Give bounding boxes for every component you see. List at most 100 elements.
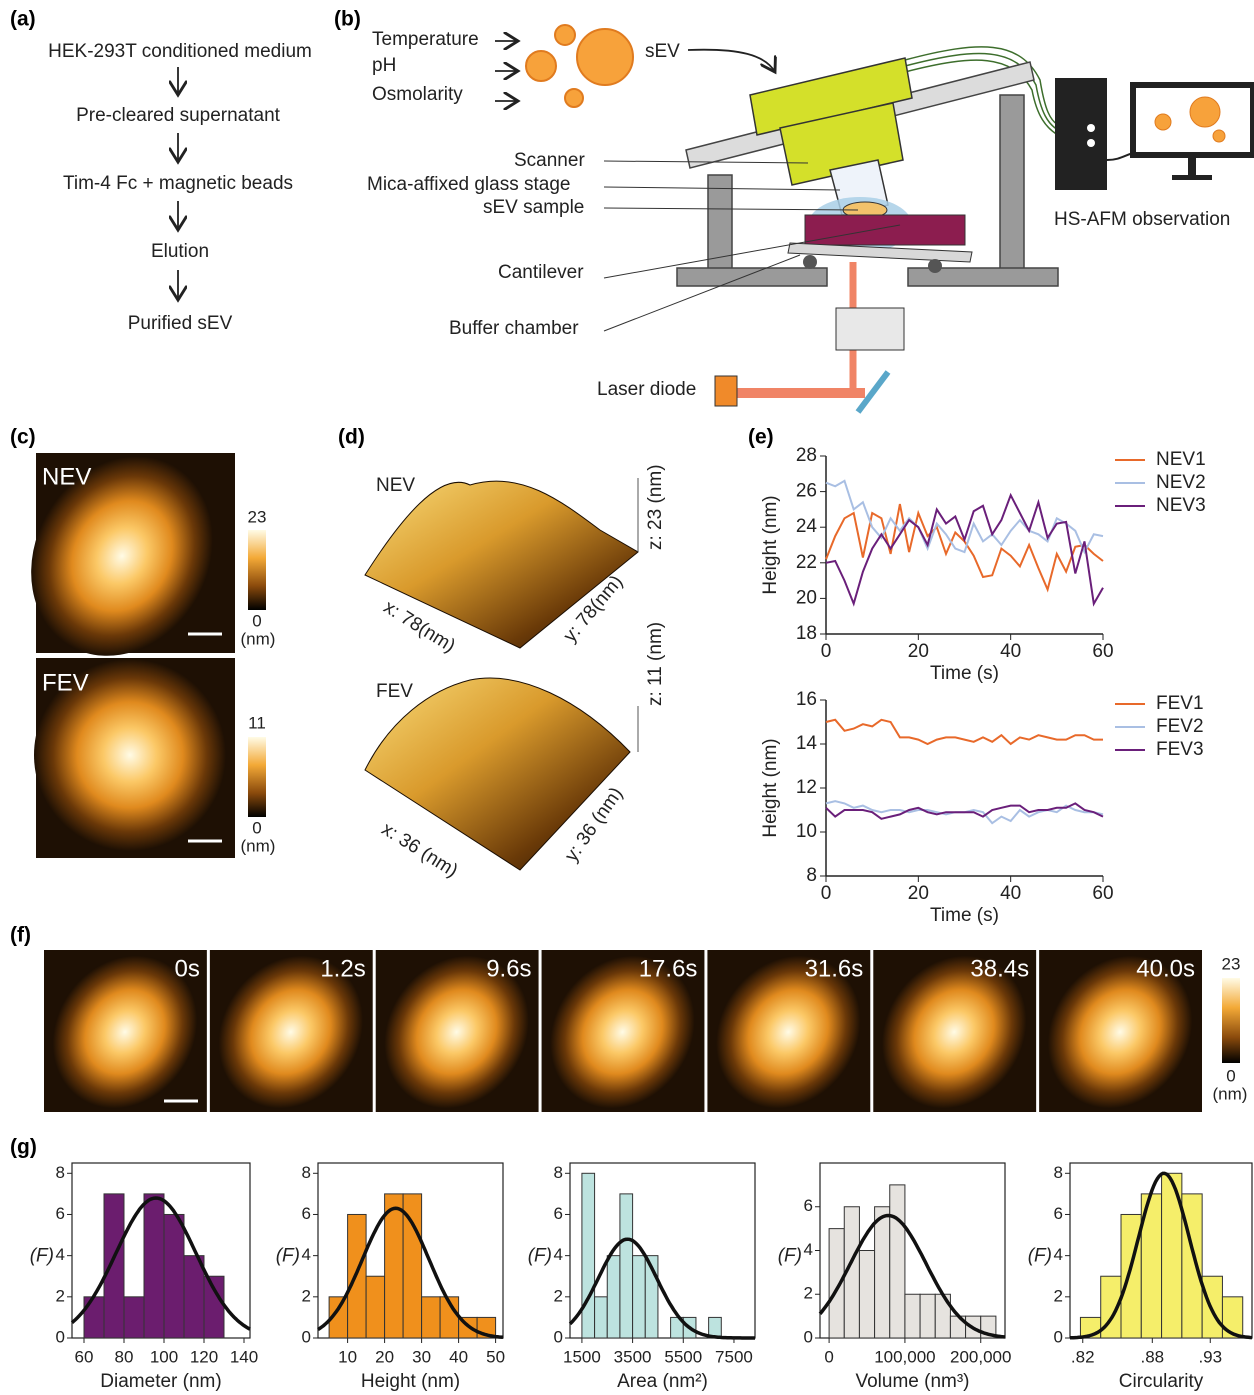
x-tick-label: .88 xyxy=(1140,1347,1164,1366)
frame-time: 40.0s xyxy=(1136,955,1195,982)
y-tick-label: 24 xyxy=(796,516,818,537)
y-tick-label: 6 xyxy=(554,1204,563,1223)
bar xyxy=(875,1207,890,1338)
panel-b: (b) Temperature pH Osmolarity sEV Scanne… xyxy=(334,8,1253,412)
vesicle-label: sEV xyxy=(645,41,680,62)
y-tick-label: 8 xyxy=(1054,1163,1063,1182)
y-tick-label: 2 xyxy=(554,1286,563,1305)
part-label: sEV sample xyxy=(483,197,584,218)
legend-label: FEV2 xyxy=(1156,716,1204,737)
x-tick-label: 60 xyxy=(1092,883,1113,904)
laser-label: Laser diode xyxy=(597,379,696,400)
colorbar-min: 0 xyxy=(252,818,261,837)
legend-label: FEV3 xyxy=(1156,739,1204,760)
panel-label: (e) xyxy=(748,426,774,449)
bar xyxy=(859,1251,874,1339)
laser-diode xyxy=(715,376,737,406)
frame-time: 0s xyxy=(174,955,199,982)
step: HEK-293T conditioned medium xyxy=(48,41,312,62)
bar xyxy=(84,1297,104,1338)
frame-time: 38.4s xyxy=(970,955,1029,982)
y-tick-label: 0 xyxy=(804,1327,813,1346)
x-tick-label: 40 xyxy=(1000,883,1021,904)
panel-d: (d) NEV x: 78(nm) y: 78(nm) z: 23 (nm) F… xyxy=(338,426,666,882)
x-tick-label: 60 xyxy=(75,1347,94,1366)
bar xyxy=(104,1194,124,1338)
x-axis-label: Area (nm²) xyxy=(617,1371,708,1392)
monitor-icon xyxy=(1213,130,1225,142)
part-label: Cantilever xyxy=(498,262,584,283)
y-axis-label: (F) xyxy=(1028,1246,1052,1267)
bar xyxy=(905,1294,920,1338)
colorbar-max: 11 xyxy=(248,713,266,732)
y-tick-label: 8 xyxy=(806,865,817,886)
bar xyxy=(164,1214,184,1338)
y-tick-label: 2 xyxy=(1054,1286,1063,1305)
y-tick-label: 10 xyxy=(796,821,817,842)
y-tick-label: 14 xyxy=(796,733,818,754)
y-tick-label: 4 xyxy=(554,1245,563,1264)
x-tick-label: 3500 xyxy=(614,1347,652,1366)
vesicles xyxy=(526,25,633,107)
colorbar-min: 0 xyxy=(252,611,261,630)
monitor-icon xyxy=(1190,97,1220,127)
bar xyxy=(595,1297,608,1338)
bar xyxy=(385,1194,404,1338)
y-tick-label: 2 xyxy=(804,1284,813,1303)
part-label: Scanner xyxy=(514,150,585,171)
axis-label: z: 11 (nm) xyxy=(645,622,666,706)
step: Tim-4 Fc + magnetic beads xyxy=(63,173,293,194)
image-label: FEV xyxy=(42,669,89,696)
bar xyxy=(620,1194,633,1338)
x-tick-label: 20 xyxy=(908,641,929,662)
detector xyxy=(836,308,904,350)
axis-label: x: 36 (nm) xyxy=(378,819,462,882)
x-tick-label: 200,000 xyxy=(950,1347,1011,1366)
y-tick-label: 0 xyxy=(554,1327,563,1346)
y-tick-label: 8 xyxy=(56,1163,65,1182)
x-tick-label: 60 xyxy=(1092,641,1113,662)
x-tick-label: 10 xyxy=(338,1347,357,1366)
x-tick-label: 120 xyxy=(190,1347,218,1366)
y-tick-label: 0 xyxy=(302,1327,311,1346)
x-tick-label: 30 xyxy=(412,1347,431,1366)
x-axis-label: Time (s) xyxy=(930,663,999,684)
colorbar-unit: (nm) xyxy=(241,629,276,648)
x-tick-label: 40 xyxy=(449,1347,468,1366)
y-tick-label: 0 xyxy=(1054,1327,1063,1346)
panel-label: (d) xyxy=(338,426,365,449)
panel-label: (a) xyxy=(10,8,36,31)
chamber xyxy=(805,215,965,245)
wheel xyxy=(803,255,817,269)
x-tick-label: .93 xyxy=(1198,1347,1222,1366)
bar xyxy=(920,1294,935,1338)
y-tick-label: 8 xyxy=(554,1163,563,1182)
image-label: NEV xyxy=(376,475,415,496)
y-axis-label: (F) xyxy=(276,1246,300,1267)
computer-led xyxy=(1087,139,1095,147)
bar xyxy=(144,1194,164,1338)
page: (a) HEK-293T conditioned medium Pre-clea… xyxy=(0,0,1254,1395)
wheel xyxy=(928,259,942,273)
y-axis-label: Height (nm) xyxy=(760,738,781,837)
part-label: Buffer chamber xyxy=(449,318,579,339)
y-tick-label: 4 xyxy=(302,1245,311,1264)
y-tick-label: 2 xyxy=(56,1286,65,1305)
colorbar xyxy=(248,737,266,817)
panel-a: (a) HEK-293T conditioned medium Pre-clea… xyxy=(10,8,312,334)
x-tick-label: 0 xyxy=(824,1347,833,1366)
y-tick-label: 6 xyxy=(302,1204,311,1223)
x-tick-label: 20 xyxy=(375,1347,394,1366)
computer xyxy=(1055,78,1107,190)
x-tick-label: 40 xyxy=(1000,641,1021,662)
panel-label: (b) xyxy=(334,8,361,31)
monitor-icon xyxy=(1155,114,1171,130)
y-tick-label: 8 xyxy=(302,1163,311,1182)
x-tick-label: 20 xyxy=(908,883,929,904)
y-tick-label: 4 xyxy=(1054,1245,1063,1264)
condition: Osmolarity xyxy=(372,84,463,105)
x-tick-label: 100,000 xyxy=(874,1347,935,1366)
image-label: NEV xyxy=(42,463,91,490)
legend-label: NEV1 xyxy=(1156,449,1206,470)
y-tick-label: 18 xyxy=(796,623,817,644)
